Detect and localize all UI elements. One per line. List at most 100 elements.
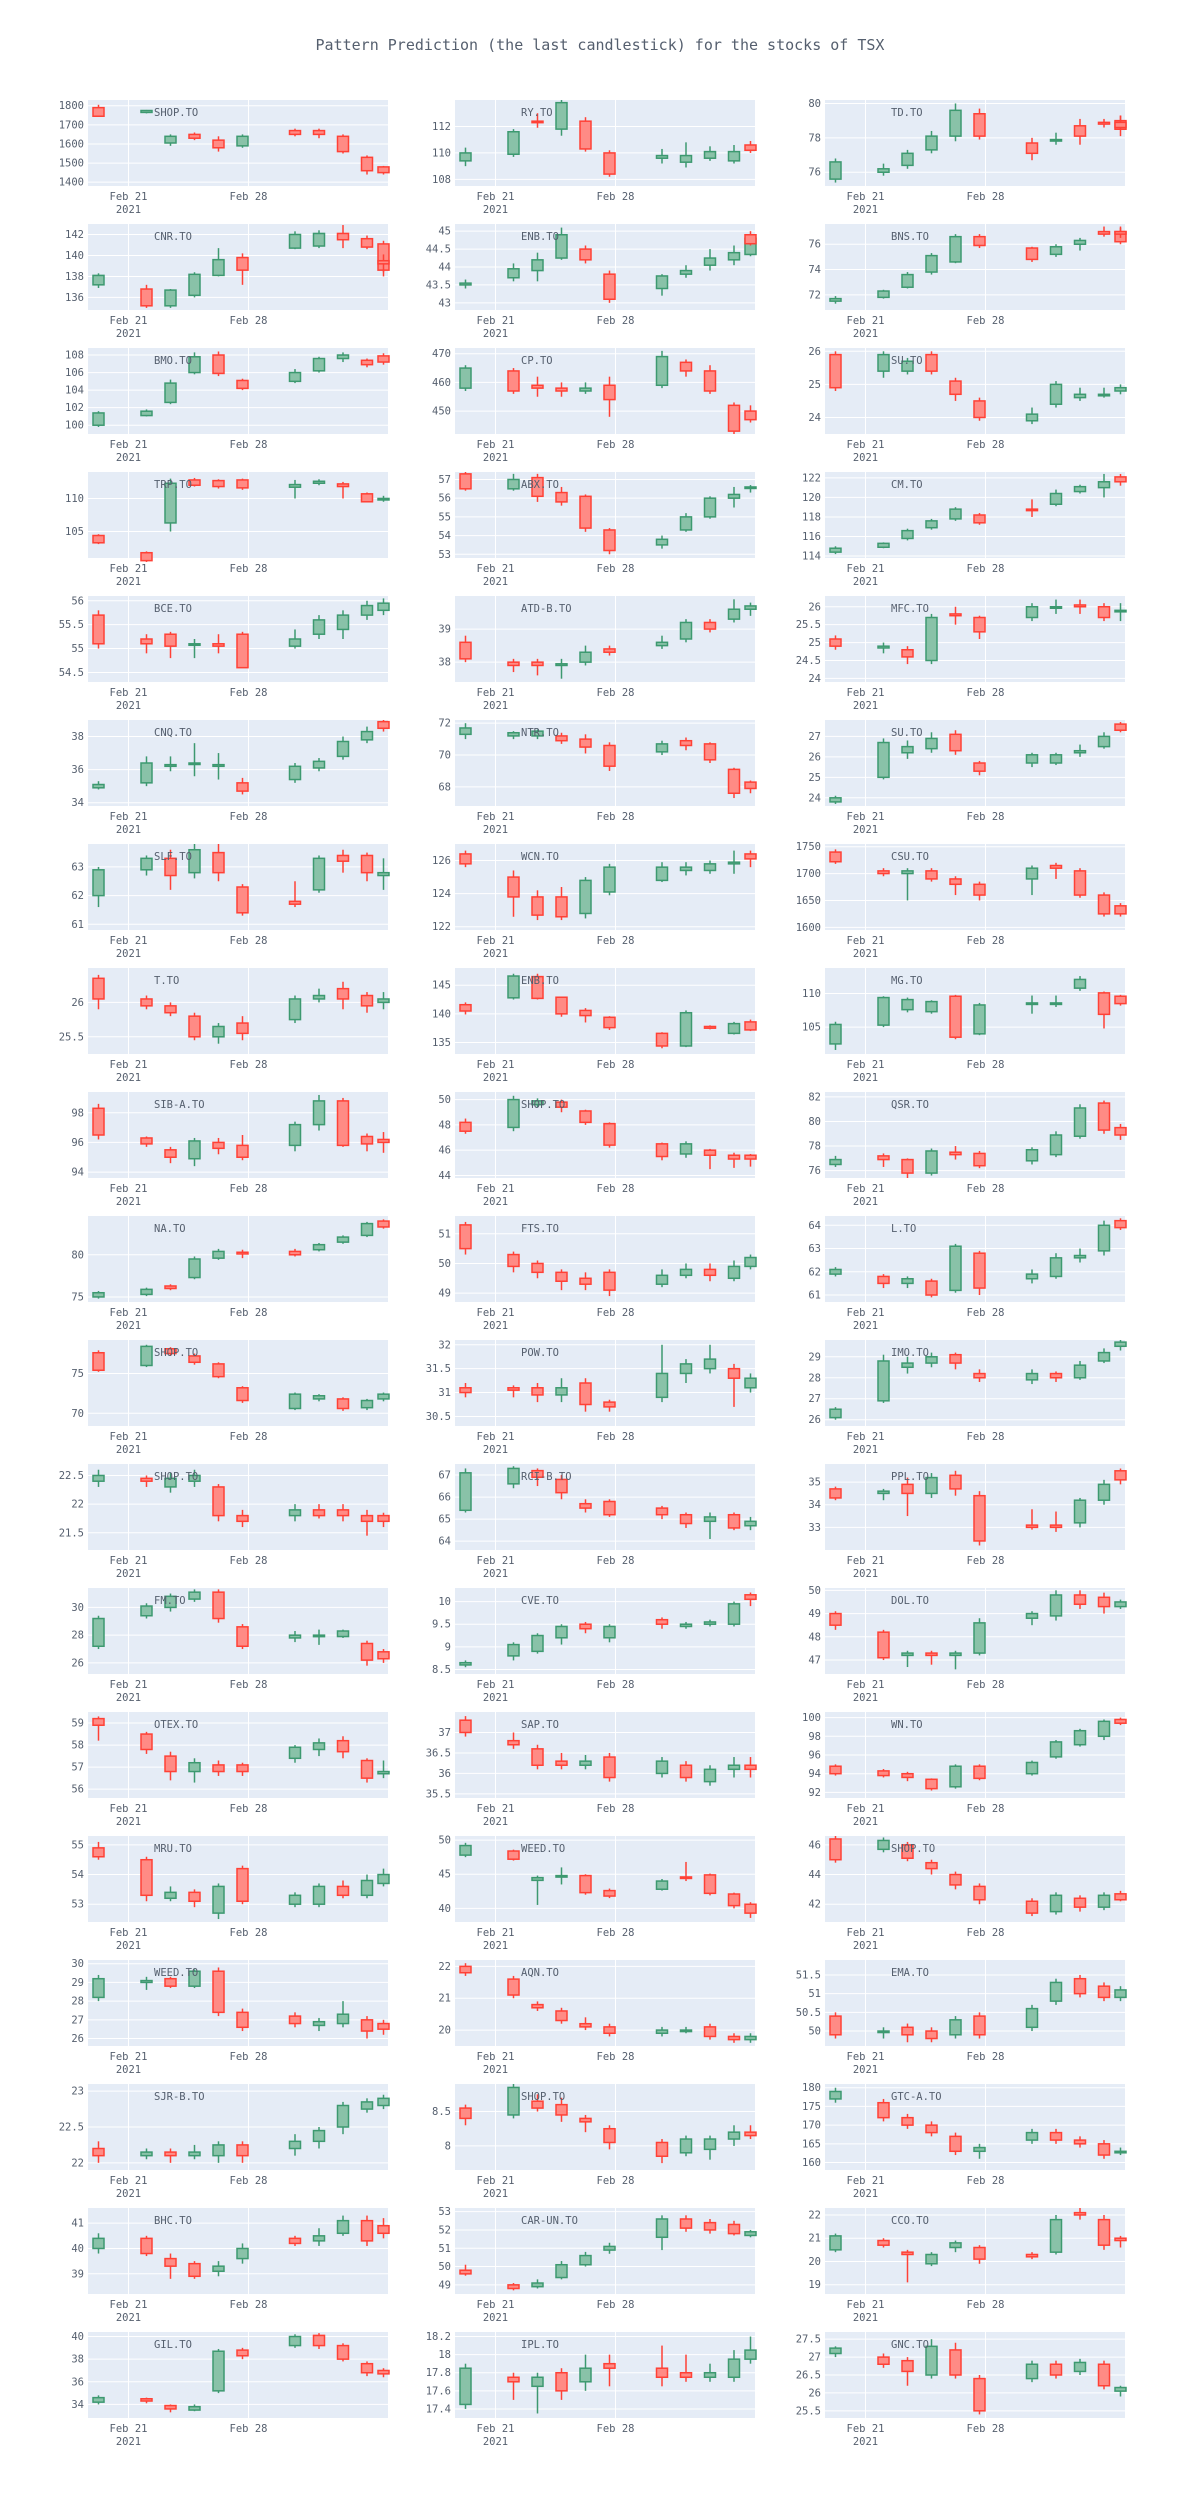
candlestick (949, 1764, 962, 1789)
x-tick-label: Feb 21 (110, 563, 148, 575)
candlestick (360, 1133, 374, 1152)
candle-body (655, 2218, 669, 2239)
candlestick (829, 546, 842, 555)
candle-body (140, 551, 153, 562)
x-year-label: 2021 (116, 204, 141, 216)
y-tick-label: 57 (438, 474, 451, 486)
candle-body (1025, 1612, 1039, 1619)
candle-body (877, 1631, 890, 1659)
candle-body (140, 1733, 153, 1751)
candle-body (949, 1474, 962, 1490)
y-tick-label: 22 (71, 2157, 84, 2169)
candle-body (1073, 239, 1087, 245)
candle-body (212, 2265, 225, 2272)
candlestick (1114, 115, 1127, 130)
x-year-label: 2021 (853, 204, 878, 216)
x-tick-label: Feb 28 (230, 811, 268, 823)
candle-body (901, 360, 914, 372)
candle-body (603, 384, 616, 401)
candle-body (829, 161, 842, 180)
candlestick (212, 1883, 225, 1920)
x-tick-label: Feb 21 (847, 1679, 885, 1691)
candle-body (336, 483, 350, 488)
candlestick (877, 642, 890, 654)
candle-body (1114, 1893, 1127, 1901)
candlestick (703, 496, 717, 519)
candlestick (164, 1976, 177, 1989)
candle-body (312, 1394, 326, 1400)
candlestick (579, 877, 592, 919)
candle-body (507, 1467, 520, 1485)
ticker-label: BCE.TO (154, 603, 192, 615)
candle-body (901, 152, 914, 167)
ticker-label: SHOP.TO (521, 1099, 565, 1111)
candle-body (1049, 754, 1063, 764)
candlestick (829, 1155, 842, 1167)
candlestick (507, 1385, 520, 1398)
candle-body (679, 361, 693, 372)
candle-body (727, 2358, 741, 2379)
candle-body (579, 738, 592, 748)
x-tick-label: Feb 28 (597, 1183, 635, 1195)
ticker-label: RY.TO (521, 107, 553, 119)
candle-body (703, 1516, 717, 1523)
x-tick-label: Feb 21 (110, 687, 148, 699)
candle-body (555, 491, 568, 503)
candle-body (703, 1768, 717, 1783)
candle-body (1025, 413, 1039, 422)
candlestick (336, 481, 350, 499)
candle-body (1097, 735, 1111, 748)
y-tick-label: 50 (438, 1094, 451, 1106)
x-tick-label: Feb 28 (967, 315, 1005, 327)
candlestick (1114, 2235, 1127, 2248)
candlestick (140, 756, 153, 787)
y-tick-label: 100 (65, 420, 84, 432)
candle-body (188, 1474, 201, 1482)
candle-body (829, 1408, 842, 1419)
x-tick-label: Feb 28 (597, 2299, 635, 2311)
y-tick-label: 19 (808, 2279, 821, 2291)
candle-body (531, 384, 544, 389)
candle-body (531, 2376, 544, 2388)
candle-body (531, 975, 544, 1000)
y-tick-label: 53 (71, 1899, 84, 1911)
candle-body (236, 135, 249, 147)
x-year-label: 2021 (483, 1568, 508, 1580)
candle-body (727, 251, 741, 261)
candle-body (949, 109, 962, 137)
candlestick (679, 1761, 693, 1782)
candle-body (679, 1764, 693, 1779)
y-tick-label: 26 (71, 2033, 84, 2045)
candlestick (679, 359, 693, 377)
candle-body (1025, 2007, 1039, 2029)
plot-area (88, 1340, 388, 1426)
candle-body (1114, 1601, 1127, 1608)
candle-body (925, 1778, 938, 1790)
candle-body (188, 273, 201, 297)
x-tick-label: Feb 21 (110, 1183, 148, 1195)
x-tick-label: Feb 21 (847, 1927, 885, 1939)
x-tick-label: Feb 21 (477, 2175, 515, 2187)
candle-body (925, 353, 938, 372)
candlestick (949, 377, 962, 401)
ticker-label: ATD-B.TO (521, 603, 572, 615)
candle-body (603, 1889, 616, 1897)
candle-body (1049, 1002, 1063, 1006)
candlestick (360, 2361, 374, 2377)
candle-body (236, 1022, 249, 1035)
candle-body (377, 1873, 390, 1885)
ticker-label: SHOP.TO (521, 2091, 565, 2103)
y-tick-label: 17.8 (426, 2367, 451, 2379)
candlestick (1073, 1590, 1087, 1609)
candlestick (1073, 1728, 1087, 1747)
y-tick-label: 61 (808, 1290, 821, 1302)
y-tick-label: 98 (71, 1107, 84, 1119)
candlestick (164, 1146, 177, 1164)
candle-body (531, 1876, 544, 1882)
candlestick (312, 230, 326, 249)
x-tick-label: Feb 21 (110, 1803, 148, 1815)
